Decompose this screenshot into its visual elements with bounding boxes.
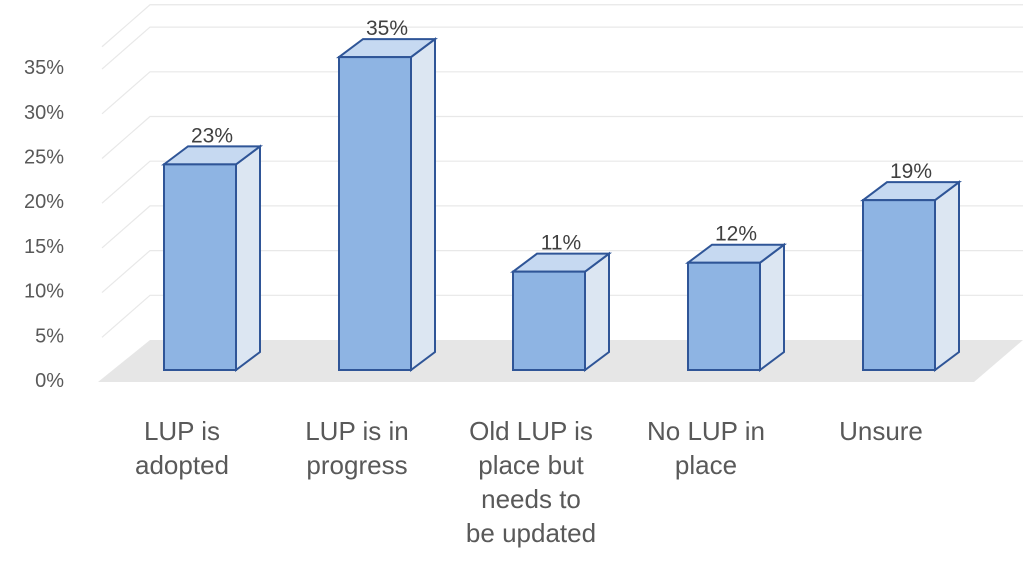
y-tick-label: 25% (24, 147, 64, 169)
x-tick-label: No LUP in place (647, 416, 765, 480)
x-tick-label: LUP is in progress (305, 416, 409, 480)
bar-front-face (163, 163, 237, 371)
x-axis: LUP is adopted LUP is in progress Old LUP is… (135, 416, 923, 548)
bar (510, 251, 612, 372)
y-tick-label: 10% (24, 281, 64, 303)
y-tick-label: 20% (24, 191, 64, 213)
bar-side-face (235, 144, 261, 372)
gridlines (101, 4, 1023, 338)
data-label: 12% (715, 223, 757, 246)
x-tick-label-line: LUP is in (305, 416, 409, 446)
bar-side-face (934, 180, 960, 372)
bar (336, 37, 438, 372)
bar-side-face (584, 251, 610, 372)
x-tick-label: LUP is adopted (135, 416, 229, 480)
bar-front-face (862, 199, 936, 371)
x-tick-label-line: LUP is (144, 416, 220, 446)
bar-side-face (759, 242, 785, 372)
data-label: 35% (366, 17, 408, 40)
bar-front-face (512, 270, 586, 371)
x-tick-label-line: Old LUP is (469, 416, 593, 446)
bar-side-face (410, 37, 436, 372)
x-tick-label-line: needs to (481, 484, 581, 514)
gridline (101, 26, 1023, 70)
x-tick-label-line: progress (306, 450, 407, 480)
x-tick-label: Old LUP is place but needs to be updated (466, 416, 596, 548)
bar (161, 144, 263, 372)
gridline (101, 115, 1023, 159)
data-label: 11% (541, 232, 581, 255)
y-tick-label: 5% (35, 325, 64, 347)
data-labels: 23% 35% 11% 12% 19% (191, 17, 932, 255)
gridline (101, 205, 1023, 249)
data-label: 23% (191, 124, 233, 147)
y-axis: 0% 5% 10% 15% 20% 25% 30% 35% (24, 57, 64, 392)
bar-front-face (687, 261, 761, 371)
bars (161, 37, 962, 372)
y-tick-label: 15% (24, 236, 64, 258)
bar (860, 180, 962, 372)
y-tick-label: 35% (24, 57, 64, 79)
x-tick-label-line: Unsure (839, 416, 923, 446)
x-tick-label-line: adopted (135, 450, 229, 480)
gridline (101, 4, 1023, 48)
x-tick-label-line: place but (478, 450, 584, 480)
x-tick-label-line: place (675, 450, 737, 480)
bar-front-face (338, 56, 412, 371)
gridline (101, 160, 1023, 204)
y-tick-label: 30% (24, 102, 64, 124)
x-tick-label: Unsure (839, 416, 923, 446)
y-tick-label: 0% (35, 370, 64, 392)
bar (685, 242, 787, 372)
x-tick-label-line: be updated (466, 518, 596, 548)
gridline (101, 71, 1023, 115)
data-label: 19% (890, 160, 932, 183)
x-tick-label-line: No LUP in (647, 416, 765, 446)
